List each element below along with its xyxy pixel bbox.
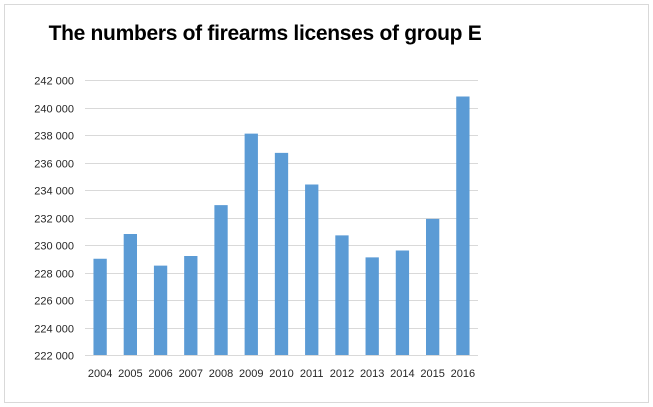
bar-2010 xyxy=(274,152,289,355)
bar-2005 xyxy=(123,234,137,355)
x-tick-label: 2016 xyxy=(451,368,475,380)
x-tick-label: 2010 xyxy=(269,368,293,380)
x-tick-label: 2004 xyxy=(88,368,112,380)
x-axis-tick-labels: 2004 2005 2006 2007 2008 2009 2010 2011 2012 2013… xyxy=(88,368,475,380)
bar-2008 xyxy=(214,205,228,355)
x-tick-label: 2011 xyxy=(300,368,324,380)
y-tick-label: 226 000 xyxy=(34,296,74,308)
x-tick-label: 2007 xyxy=(179,368,203,380)
x-tick-label: 2013 xyxy=(360,368,384,380)
y-tick-label: 240 000 xyxy=(34,104,74,116)
x-tick-label: 2012 xyxy=(330,368,354,380)
y-tick-label: 234 000 xyxy=(34,186,74,198)
bar-2011 xyxy=(305,184,319,355)
bar-2015 xyxy=(426,218,440,355)
bar-2012 xyxy=(335,235,349,355)
bar-2004 xyxy=(93,258,107,355)
y-tick-label: 232 000 xyxy=(34,214,74,226)
x-tick-label: 2005 xyxy=(118,368,142,380)
bar-2009 xyxy=(244,133,258,355)
bar-2006 xyxy=(153,265,168,355)
y-tick-label: 230 000 xyxy=(34,241,74,253)
y-tick-label: 224 000 xyxy=(34,324,74,336)
bar-2007 xyxy=(184,256,198,355)
chart-frame xyxy=(4,4,649,403)
x-tick-label: 2014 xyxy=(390,368,414,380)
y-tick-label: 222 000 xyxy=(34,351,74,363)
y-tick-label: 228 000 xyxy=(34,269,74,281)
y-tick-label: 242 000 xyxy=(34,76,74,88)
x-tick-label: 2006 xyxy=(148,368,172,380)
x-tick-label: 2009 xyxy=(239,368,263,380)
x-tick-label: 2015 xyxy=(420,368,444,380)
bar-2013 xyxy=(365,257,379,355)
y-axis-tick-labels: 222 000 224 000 226 000 228 000 230 000 232 0… xyxy=(34,76,74,363)
chart-title: The numbers of firearms licenses of grou… xyxy=(48,22,482,45)
x-tick-label: 2008 xyxy=(209,368,233,380)
bar-2014 xyxy=(395,250,410,355)
y-tick-label: 236 000 xyxy=(34,159,74,171)
y-tick-label: 238 000 xyxy=(34,131,74,143)
bar-2016 xyxy=(456,96,470,355)
bars xyxy=(93,96,470,355)
